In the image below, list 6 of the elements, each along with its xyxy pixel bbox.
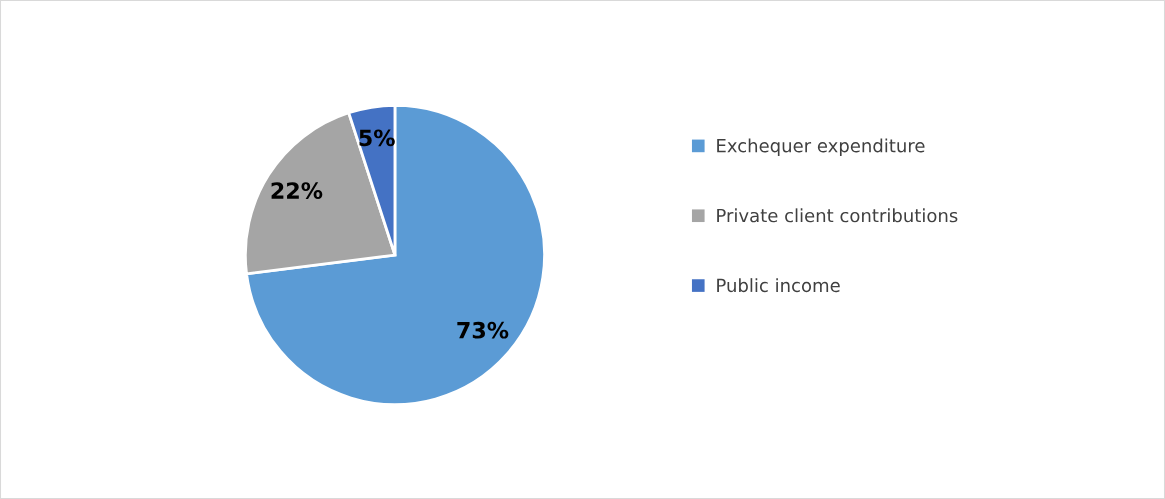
legend-label: Exchequer expenditure — [717, 138, 925, 156]
pie-slice — [245, 104, 546, 406]
data-label: 22% — [271, 182, 323, 199]
legend-label: Private client contributions — [717, 208, 958, 223]
data-label: 73% — [457, 321, 509, 339]
legend-label: Public income — [717, 278, 840, 293]
